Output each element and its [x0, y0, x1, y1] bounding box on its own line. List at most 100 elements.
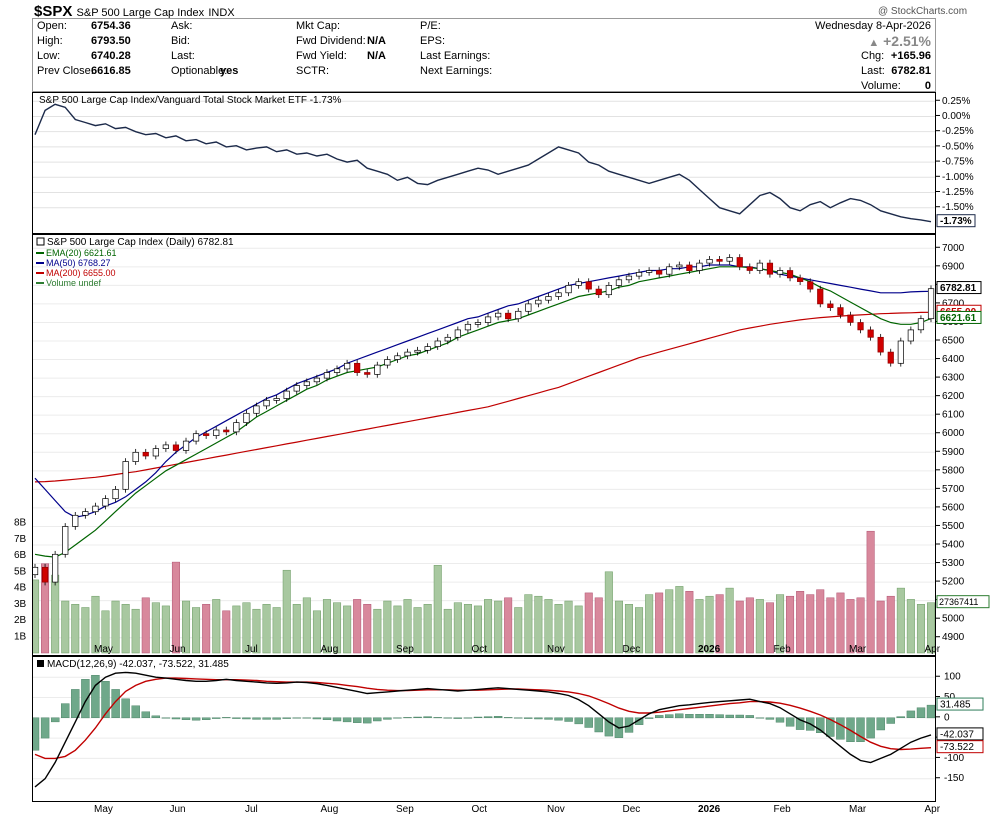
ratio-tick-label: 0.25%: [942, 96, 970, 107]
candle-body: [132, 451, 139, 462]
candle-body: [797, 277, 804, 282]
price-title: S&P 500 Large Cap Index (Daily) 6782.81: [47, 237, 234, 248]
price-chart: S&P 500 Large Cap Index (Daily) 6782.81E…: [33, 237, 935, 654]
volume-bar: [534, 595, 543, 654]
volume-bar: [695, 599, 704, 654]
candle-body: [877, 336, 884, 353]
ratio-line: [34, 103, 932, 223]
macd-x-label: Aug: [321, 804, 339, 815]
ratio-tick-label: -1.00%: [942, 172, 974, 183]
macd-histogram-bar: [655, 715, 664, 719]
macd-histogram-bar: [886, 717, 895, 724]
macd-histogram-bar: [816, 717, 825, 733]
macd-histogram-bar: [725, 714, 734, 718]
macd-histogram-bar: [353, 717, 362, 723]
candle-body: [344, 362, 351, 370]
candle-body: [666, 266, 673, 275]
price-tick-label: 5300: [942, 558, 965, 569]
header-field-label: Optionable:: [171, 65, 228, 77]
price-tick-label: 5100: [942, 595, 965, 606]
candle-body: [555, 292, 562, 297]
candle-body: [223, 429, 230, 433]
volume-tick-label: 7B: [14, 534, 27, 545]
macd-histogram-bar: [332, 717, 342, 722]
macd-histogram-bar: [795, 717, 805, 730]
header-right-value: +165.96: [890, 50, 931, 62]
macd-histogram-bar: [574, 717, 583, 725]
volume-bar: [846, 599, 855, 654]
macd-histogram-bar: [755, 717, 765, 719]
macd-line: [34, 671, 932, 788]
candle-body: [243, 412, 250, 423]
macd-histogram-bar: [383, 717, 392, 720]
ratio-tick-label: -0.75%: [942, 157, 974, 168]
candle-body: [374, 364, 381, 375]
volume-bar: [725, 587, 734, 654]
ma50-line: [34, 264, 932, 518]
macd-histogram-bar: [634, 717, 644, 725]
volume-bar: [604, 571, 613, 654]
volume-bar: [484, 599, 493, 654]
quote-date: Wednesday 8-Apr-2026: [815, 20, 931, 32]
volume-bar: [151, 602, 160, 654]
ratio-tick-label: -1.25%: [942, 187, 974, 198]
candle-body: [152, 448, 159, 457]
candle-body: [615, 279, 623, 286]
candle-body: [303, 381, 310, 386]
macd-histogram-bar: [393, 717, 402, 719]
price-tick-label: 5900: [942, 447, 965, 458]
volume-bar: [594, 597, 603, 654]
volume-bar: [675, 586, 684, 654]
macd-histogram-bar: [836, 717, 845, 740]
volume-bar: [81, 607, 90, 654]
macd-histogram-bar: [282, 717, 291, 719]
candle-body: [203, 433, 210, 436]
macd-histogram-bar: [423, 716, 432, 718]
macd-x-label: 2026: [698, 804, 721, 815]
candle-body: [182, 440, 190, 451]
macd-histogram-bar: [866, 717, 875, 739]
macd-histogram-bar: [373, 717, 382, 722]
macd-histogram-bar: [453, 717, 462, 719]
ma200-line: [34, 311, 932, 483]
volume-bar: [826, 597, 835, 654]
header-field-value: 6740.28: [91, 50, 131, 62]
candle-body: [213, 429, 220, 436]
header-right-label: Last:: [861, 65, 885, 77]
macd-histogram-bar: [483, 716, 493, 718]
macd-title: MACD(12,26,9) -42.037, -73.522, 31.485: [47, 659, 229, 670]
candle-body: [605, 285, 612, 296]
macd-histogram-bar: [705, 714, 714, 719]
candle-body: [746, 266, 753, 271]
volume-bar: [383, 600, 392, 654]
price-tick-label: 4900: [942, 632, 965, 643]
macd-histogram-bar: [201, 717, 211, 720]
volume-bar: [896, 587, 905, 654]
ma200-last-label: 6655.00: [940, 307, 977, 318]
candle-body: [716, 259, 723, 262]
candle-body: [625, 275, 633, 281]
macd-histogram-bar: [463, 717, 473, 719]
macd-histogram-bar: [443, 717, 452, 719]
header-panel: Open: 6754.36 High: 6793.50 Low: 6740.28 Prev …: [32, 18, 936, 92]
volume-bar: [745, 597, 754, 654]
price-last-label: 6782.81: [940, 283, 977, 294]
candle-body: [354, 362, 361, 373]
candle-body: [434, 340, 441, 347]
ema20-line: [34, 266, 932, 558]
volume-bar: [463, 604, 472, 654]
macd-histogram-bar: [91, 675, 100, 718]
volume-bar: [363, 604, 372, 654]
price-tick-label: 5600: [942, 502, 965, 513]
header-field-label: Fwd Dividend:: [296, 35, 366, 47]
candle-body: [172, 444, 180, 451]
signal-line: [34, 677, 932, 760]
volume-bar: [161, 605, 170, 654]
macd-histogram-bar: [685, 714, 694, 719]
macd-histogram-bar: [473, 716, 483, 719]
macd-last-label: 31.485: [940, 700, 971, 711]
volume-bar: [333, 602, 342, 654]
macd-histogram-bar: [61, 703, 70, 718]
price-tick-label: 6200: [942, 391, 965, 402]
